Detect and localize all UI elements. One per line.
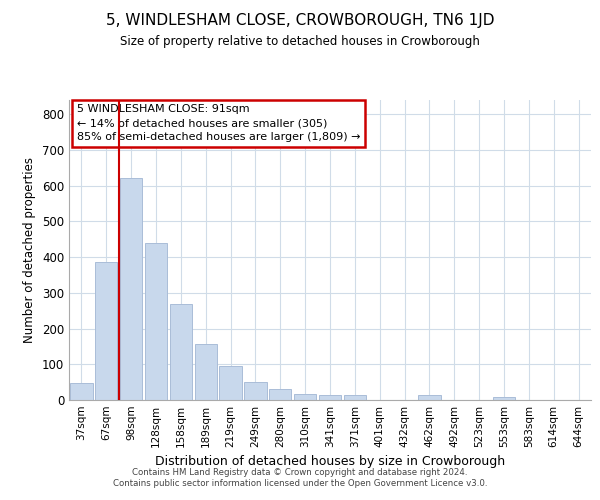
- Y-axis label: Number of detached properties: Number of detached properties: [23, 157, 37, 343]
- Bar: [95, 262, 118, 400]
- Bar: [120, 178, 142, 400]
- Bar: [70, 383, 92, 400]
- Bar: [418, 396, 440, 400]
- Bar: [269, 390, 292, 400]
- Text: 5, WINDLESHAM CLOSE, CROWBOROUGH, TN6 1JD: 5, WINDLESHAM CLOSE, CROWBOROUGH, TN6 1J…: [106, 12, 494, 28]
- Bar: [194, 344, 217, 400]
- Bar: [244, 382, 266, 400]
- Bar: [294, 394, 316, 400]
- X-axis label: Distribution of detached houses by size in Crowborough: Distribution of detached houses by size …: [155, 456, 505, 468]
- Bar: [170, 304, 192, 400]
- Bar: [493, 397, 515, 400]
- Text: Size of property relative to detached houses in Crowborough: Size of property relative to detached ho…: [120, 35, 480, 48]
- Bar: [220, 366, 242, 400]
- Bar: [344, 396, 366, 400]
- Bar: [145, 243, 167, 400]
- Bar: [319, 396, 341, 400]
- Text: Contains HM Land Registry data © Crown copyright and database right 2024.
Contai: Contains HM Land Registry data © Crown c…: [113, 468, 487, 487]
- Text: 5 WINDLESHAM CLOSE: 91sqm
← 14% of detached houses are smaller (305)
85% of semi: 5 WINDLESHAM CLOSE: 91sqm ← 14% of detac…: [77, 104, 361, 142]
